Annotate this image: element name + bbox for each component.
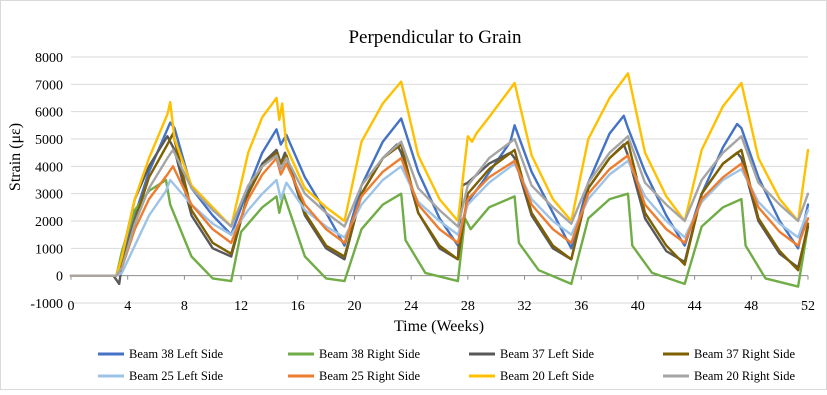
legend-label-4: Beam 25 Left Side: [129, 369, 224, 383]
x-tick-label: 0: [68, 299, 75, 314]
series-lines: [69, 72, 810, 288]
series-line-3: [69, 132, 810, 277]
y-tick-label: 1000: [35, 242, 63, 257]
axes: -1000 0 1000 2000 3000 4000 5000 6000 7000 8000 0 4…: [30, 51, 815, 314]
x-tick-label: 44: [688, 299, 702, 314]
x-tick-label: 28: [461, 299, 475, 314]
legend-label-2: Beam 37 Left Side: [500, 347, 595, 361]
legend-label-5: Beam 25 Right Side: [319, 369, 420, 383]
series-line-6: [69, 72, 810, 277]
x-tick-label: 4: [124, 299, 131, 314]
gridlines: [71, 56, 808, 304]
legend-label-7: Beam 20 Right Side: [694, 369, 795, 383]
x-tick-label: 24: [404, 299, 418, 314]
legend: Beam 38 Left Side Beam 38 Right Side Beam …: [98, 347, 795, 383]
y-tick-label: 6000: [35, 106, 63, 121]
x-tick-label: 32: [518, 299, 532, 314]
series-line-1: [69, 178, 810, 288]
legend-label-0: Beam 38 Left Side: [129, 347, 224, 361]
chart-title: Perpendicular to Grain: [348, 27, 522, 48]
legend-label-3: Beam 37 Right Side: [694, 347, 795, 361]
legend-label-1: Beam 38 Right Side: [319, 347, 420, 361]
y-tick-label: 5000: [35, 133, 63, 148]
x-tick-label: 48: [744, 299, 758, 314]
x-tick-label: 12: [234, 299, 248, 314]
x-tick-label: 52: [801, 299, 815, 314]
y-axis-title: Strain (με): [7, 123, 24, 191]
x-tick-label: 40: [631, 299, 645, 314]
x-tick-label: 16: [291, 299, 305, 314]
x-tick-label: 8: [181, 299, 188, 314]
y-tick-label: 7000: [35, 78, 63, 93]
y-tick-label: 4000: [35, 160, 63, 175]
series-line-5: [69, 154, 810, 277]
series-line-7: [69, 135, 810, 277]
x-tick-label: 20: [347, 299, 361, 314]
y-tick-label: 3000: [35, 188, 63, 203]
y-tick-label: -1000: [30, 297, 63, 312]
x-axis-title: Time (Weeks): [394, 318, 484, 335]
y-tick-label: 8000: [35, 51, 63, 66]
legend-label-6: Beam 20 Left Side: [500, 369, 595, 383]
y-tick-label: 2000: [35, 215, 63, 230]
y-tick-label: 0: [56, 270, 63, 285]
x-tick-label: 36: [574, 299, 588, 314]
